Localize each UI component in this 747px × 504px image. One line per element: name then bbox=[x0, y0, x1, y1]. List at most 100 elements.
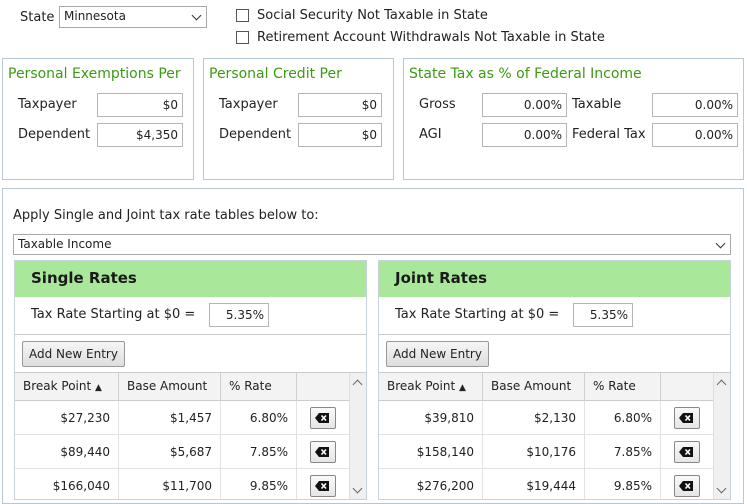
joint-row3-base[interactable]: $19,444 bbox=[483, 469, 585, 499]
joint-row2-delete-button[interactable] bbox=[674, 441, 700, 463]
single-col-actions bbox=[297, 373, 351, 401]
single-rates-title: Single Rates bbox=[15, 261, 366, 297]
joint-row1-rate[interactable]: 6.80% bbox=[585, 401, 661, 435]
state-tax-pct-group: State Tax as % of Federal Income Gross 0… bbox=[403, 58, 744, 180]
single-row1-break[interactable]: $27,230 bbox=[15, 401, 119, 435]
state-select[interactable]: Minnesota bbox=[59, 6, 207, 28]
credit-taxpayer-input[interactable]: $0 bbox=[298, 93, 382, 117]
single-add-entry-button[interactable]: Add New Entry bbox=[22, 341, 125, 367]
scroll-up-icon[interactable] bbox=[352, 379, 363, 390]
state-select-value: Minnesota bbox=[64, 9, 126, 23]
single-row1-rate[interactable]: 6.80% bbox=[221, 401, 297, 435]
joint-row2-break[interactable]: $158,140 bbox=[379, 435, 483, 469]
social-security-checkbox[interactable] bbox=[236, 9, 249, 22]
joint-row3-rate[interactable]: 9.85% bbox=[585, 469, 661, 499]
rate-tables-group: Apply Single and Joint tax rate tables b… bbox=[2, 188, 744, 504]
retirement-withdrawals-label: Retirement Account Withdrawals Not Taxab… bbox=[257, 30, 605, 45]
joint-row3-delete-button[interactable] bbox=[674, 475, 700, 497]
backspace-delete-icon bbox=[679, 413, 693, 423]
retirement-withdrawals-checkbox[interactable] bbox=[236, 31, 249, 44]
single-row3-delete-button[interactable] bbox=[310, 475, 336, 497]
single-start-rate-input[interactable]: 5.35% bbox=[209, 303, 269, 327]
backspace-delete-icon bbox=[315, 413, 329, 423]
joint-add-entry-button[interactable]: Add New Entry bbox=[386, 341, 489, 367]
exemption-dependent-label: Dependent bbox=[18, 127, 91, 142]
credit-dependent-label: Dependent bbox=[219, 127, 292, 142]
gross-input[interactable]: 0.00% bbox=[482, 93, 567, 117]
state-label: State bbox=[20, 10, 55, 25]
joint-col-base-amount[interactable]: Base Amount bbox=[483, 373, 585, 401]
personal-credit-title: Personal Credit Per bbox=[209, 66, 342, 82]
agi-input[interactable]: 0.00% bbox=[482, 123, 567, 147]
single-start-label: Tax Rate Starting at $0 = bbox=[31, 307, 196, 322]
chevron-down-icon bbox=[191, 10, 202, 21]
single-row2-base[interactable]: $5,687 bbox=[119, 435, 221, 469]
federal-tax-label: Federal Tax bbox=[572, 127, 646, 142]
scroll-down-icon[interactable] bbox=[352, 483, 363, 494]
federal-tax-input[interactable]: 0.00% bbox=[652, 123, 738, 147]
backspace-delete-icon bbox=[315, 481, 329, 491]
table-row: $39,810 $2,130 6.80% bbox=[379, 401, 715, 435]
joint-start-label: Tax Rate Starting at $0 = bbox=[395, 307, 560, 322]
sort-ascending-icon: ▲ bbox=[95, 383, 102, 393]
joint-col-break-point[interactable]: Break Point ▲ bbox=[379, 373, 483, 401]
single-col-rate[interactable]: % Rate bbox=[221, 373, 297, 401]
agi-label: AGI bbox=[419, 127, 442, 142]
single-col-break-point[interactable]: Break Point ▲ bbox=[15, 373, 119, 401]
exemption-taxpayer-label: Taxpayer bbox=[18, 97, 77, 112]
single-grid-scrollbar[interactable] bbox=[349, 373, 366, 499]
taxable-input[interactable]: 0.00% bbox=[652, 93, 738, 117]
personal-exemptions-title: Personal Exemptions Per bbox=[8, 66, 181, 82]
joint-start-row: Tax Rate Starting at $0 = 5.35% bbox=[379, 297, 730, 335]
single-rates-grid: Break Point ▲ Base Amount % Rate $27,230… bbox=[15, 372, 366, 499]
apply-to-select-value: Taxable Income bbox=[18, 237, 112, 251]
exemption-dependent-input[interactable]: $4,350 bbox=[97, 123, 183, 147]
joint-row1-base[interactable]: $2,130 bbox=[483, 401, 585, 435]
taxable-label: Taxable bbox=[572, 97, 622, 112]
backspace-delete-icon bbox=[679, 447, 693, 457]
gross-label: Gross bbox=[419, 97, 456, 112]
joint-row2-rate[interactable]: 7.85% bbox=[585, 435, 661, 469]
table-row: $89,440 $5,687 7.85% bbox=[15, 435, 351, 469]
table-row: $27,230 $1,457 6.80% bbox=[15, 401, 351, 435]
single-row3-rate[interactable]: 9.85% bbox=[221, 469, 297, 499]
single-row2-rate[interactable]: 7.85% bbox=[221, 435, 297, 469]
scroll-down-icon[interactable] bbox=[716, 483, 727, 494]
joint-row2-base[interactable]: $10,176 bbox=[483, 435, 585, 469]
single-row3-break[interactable]: $166,040 bbox=[15, 469, 119, 499]
single-grid-header: Break Point ▲ Base Amount % Rate bbox=[15, 373, 351, 401]
sort-ascending-icon: ▲ bbox=[459, 383, 466, 393]
single-row1-delete-button[interactable] bbox=[310, 407, 336, 429]
social-security-label: Social Security Not Taxable in State bbox=[257, 8, 488, 23]
apply-to-select[interactable]: Taxable Income bbox=[13, 234, 731, 255]
single-col-base-amount[interactable]: Base Amount bbox=[119, 373, 221, 401]
joint-row1-break[interactable]: $39,810 bbox=[379, 401, 483, 435]
joint-col-actions bbox=[661, 373, 715, 401]
chevron-down-icon bbox=[715, 238, 726, 249]
table-row: $166,040 $11,700 9.85% bbox=[15, 469, 351, 499]
joint-grid-scrollbar[interactable] bbox=[713, 373, 730, 499]
state-tax-pct-title: State Tax as % of Federal Income bbox=[409, 66, 642, 82]
scroll-up-icon[interactable] bbox=[716, 379, 727, 390]
joint-rates-panel: Joint Rates Tax Rate Starting at $0 = 5.… bbox=[378, 260, 731, 500]
single-rates-panel: Single Rates Tax Rate Starting at $0 = 5… bbox=[14, 260, 367, 500]
single-row2-delete-button[interactable] bbox=[310, 441, 336, 463]
joint-row1-delete-button[interactable] bbox=[674, 407, 700, 429]
joint-row3-break[interactable]: $276,200 bbox=[379, 469, 483, 499]
table-row: $158,140 $10,176 7.85% bbox=[379, 435, 715, 469]
backspace-delete-icon bbox=[679, 481, 693, 491]
joint-grid-header: Break Point ▲ Base Amount % Rate bbox=[379, 373, 715, 401]
personal-credit-group: Personal Credit Per Taxpayer $0 Dependen… bbox=[203, 58, 394, 180]
single-row3-base[interactable]: $11,700 bbox=[119, 469, 221, 499]
backspace-delete-icon bbox=[315, 447, 329, 457]
apply-label: Apply Single and Joint tax rate tables b… bbox=[13, 208, 319, 223]
exemption-taxpayer-input[interactable]: $0 bbox=[97, 93, 183, 117]
single-start-row: Tax Rate Starting at $0 = 5.35% bbox=[15, 297, 366, 335]
single-row1-base[interactable]: $1,457 bbox=[119, 401, 221, 435]
single-row2-break[interactable]: $89,440 bbox=[15, 435, 119, 469]
joint-rates-grid: Break Point ▲ Base Amount % Rate $39,810… bbox=[379, 372, 730, 499]
credit-taxpayer-label: Taxpayer bbox=[219, 97, 278, 112]
joint-start-rate-input[interactable]: 5.35% bbox=[573, 303, 633, 327]
joint-col-rate[interactable]: % Rate bbox=[585, 373, 661, 401]
credit-dependent-input[interactable]: $0 bbox=[298, 123, 382, 147]
